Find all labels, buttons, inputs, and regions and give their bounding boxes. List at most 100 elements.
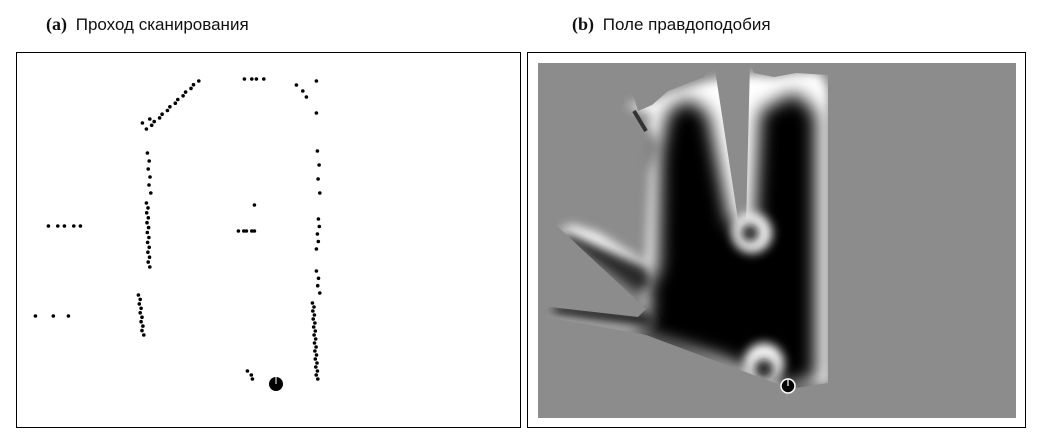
scan-point xyxy=(146,241,150,245)
scan-point xyxy=(147,226,151,230)
robot-pose-icon xyxy=(269,377,283,391)
scan-point xyxy=(316,377,320,381)
scan-point xyxy=(147,236,151,240)
scan-points xyxy=(34,77,322,381)
scan-point xyxy=(317,240,321,244)
scan-point xyxy=(160,112,164,116)
scan-point xyxy=(148,175,152,179)
scan-point xyxy=(152,120,156,124)
scan-point xyxy=(316,369,320,373)
likelihood-panel xyxy=(527,52,1026,428)
scan-point xyxy=(146,206,150,210)
scan-point xyxy=(317,277,321,281)
scan-point xyxy=(146,151,150,155)
scan-point xyxy=(192,83,196,87)
scan-point xyxy=(137,293,141,297)
scan-point xyxy=(147,159,151,163)
scan-point xyxy=(312,305,316,309)
scan-point xyxy=(148,255,152,259)
scan-point xyxy=(316,232,320,236)
scan-point xyxy=(63,224,67,228)
scan-point xyxy=(138,298,142,302)
scan-point xyxy=(34,314,38,318)
scan-point xyxy=(318,191,322,195)
scan-point xyxy=(315,79,319,83)
scan-point xyxy=(250,373,254,377)
scan-point xyxy=(318,291,322,295)
scan-point xyxy=(67,314,71,318)
scan-point xyxy=(148,265,152,269)
scan-point xyxy=(140,315,144,319)
scan-point xyxy=(314,373,318,377)
scan-point xyxy=(251,377,255,381)
scan-point xyxy=(312,333,316,337)
scan-point xyxy=(262,77,266,81)
scan-point xyxy=(314,337,318,341)
scan-point xyxy=(313,341,317,345)
scan-point xyxy=(149,191,153,195)
scan-point xyxy=(316,149,320,153)
scan-point xyxy=(295,83,299,87)
scan-point xyxy=(305,95,309,99)
scan-point xyxy=(237,229,241,233)
scan-plot xyxy=(17,53,520,427)
scan-point xyxy=(56,224,60,228)
scan-point xyxy=(197,79,201,83)
scan-point xyxy=(176,98,180,102)
scan-point xyxy=(245,229,249,233)
scan-point xyxy=(139,320,143,324)
scan-point xyxy=(315,247,319,251)
scan-point xyxy=(318,225,322,229)
scan-point xyxy=(145,127,149,131)
scan-point xyxy=(311,317,315,321)
panel-a-tag: (a) xyxy=(46,14,67,34)
panel-b-tag: (b) xyxy=(572,14,594,34)
scan-point xyxy=(79,224,83,228)
scan-point xyxy=(138,311,142,315)
scan-point xyxy=(243,77,247,81)
scan-point xyxy=(315,111,319,115)
scan-point xyxy=(145,221,149,225)
scan-point xyxy=(147,183,151,187)
scan-point xyxy=(246,369,250,373)
scan-point xyxy=(315,353,319,357)
scan-point xyxy=(250,77,254,81)
scan-point xyxy=(181,94,185,98)
scan-point xyxy=(142,333,146,337)
scan-point xyxy=(166,109,170,113)
scan-point xyxy=(253,229,257,233)
scan-point xyxy=(314,365,318,369)
scan-point xyxy=(253,203,257,207)
scan-point xyxy=(316,284,320,288)
scan-point xyxy=(47,224,51,228)
scan-point xyxy=(317,217,321,221)
scan-point xyxy=(145,211,149,215)
scan-point xyxy=(189,87,193,91)
scan-point xyxy=(147,216,151,220)
scan-point xyxy=(146,231,150,235)
scan-point xyxy=(141,121,145,125)
scan-point xyxy=(314,357,318,361)
robot-pose-icon xyxy=(781,379,795,393)
scan-point xyxy=(168,105,172,109)
scan-point xyxy=(146,250,150,254)
scan-point xyxy=(301,89,305,93)
scan-point xyxy=(72,224,76,228)
likelihood-field xyxy=(528,53,1025,427)
scan-point xyxy=(141,324,145,328)
scan-point xyxy=(313,349,317,353)
scan-point xyxy=(146,260,150,264)
scan-point xyxy=(255,77,259,81)
scan-point xyxy=(138,302,142,306)
scan-point xyxy=(146,167,150,171)
scan-point xyxy=(313,313,317,317)
scan-point xyxy=(158,116,162,120)
scan-point xyxy=(314,345,318,349)
scan-point xyxy=(52,314,56,318)
scan-point xyxy=(313,321,317,325)
scan-point xyxy=(147,246,151,250)
scan-point xyxy=(316,177,320,181)
panel-b-title: Поле правдоподобия xyxy=(603,15,771,34)
scan-point xyxy=(140,329,144,333)
scan-point xyxy=(139,307,143,311)
